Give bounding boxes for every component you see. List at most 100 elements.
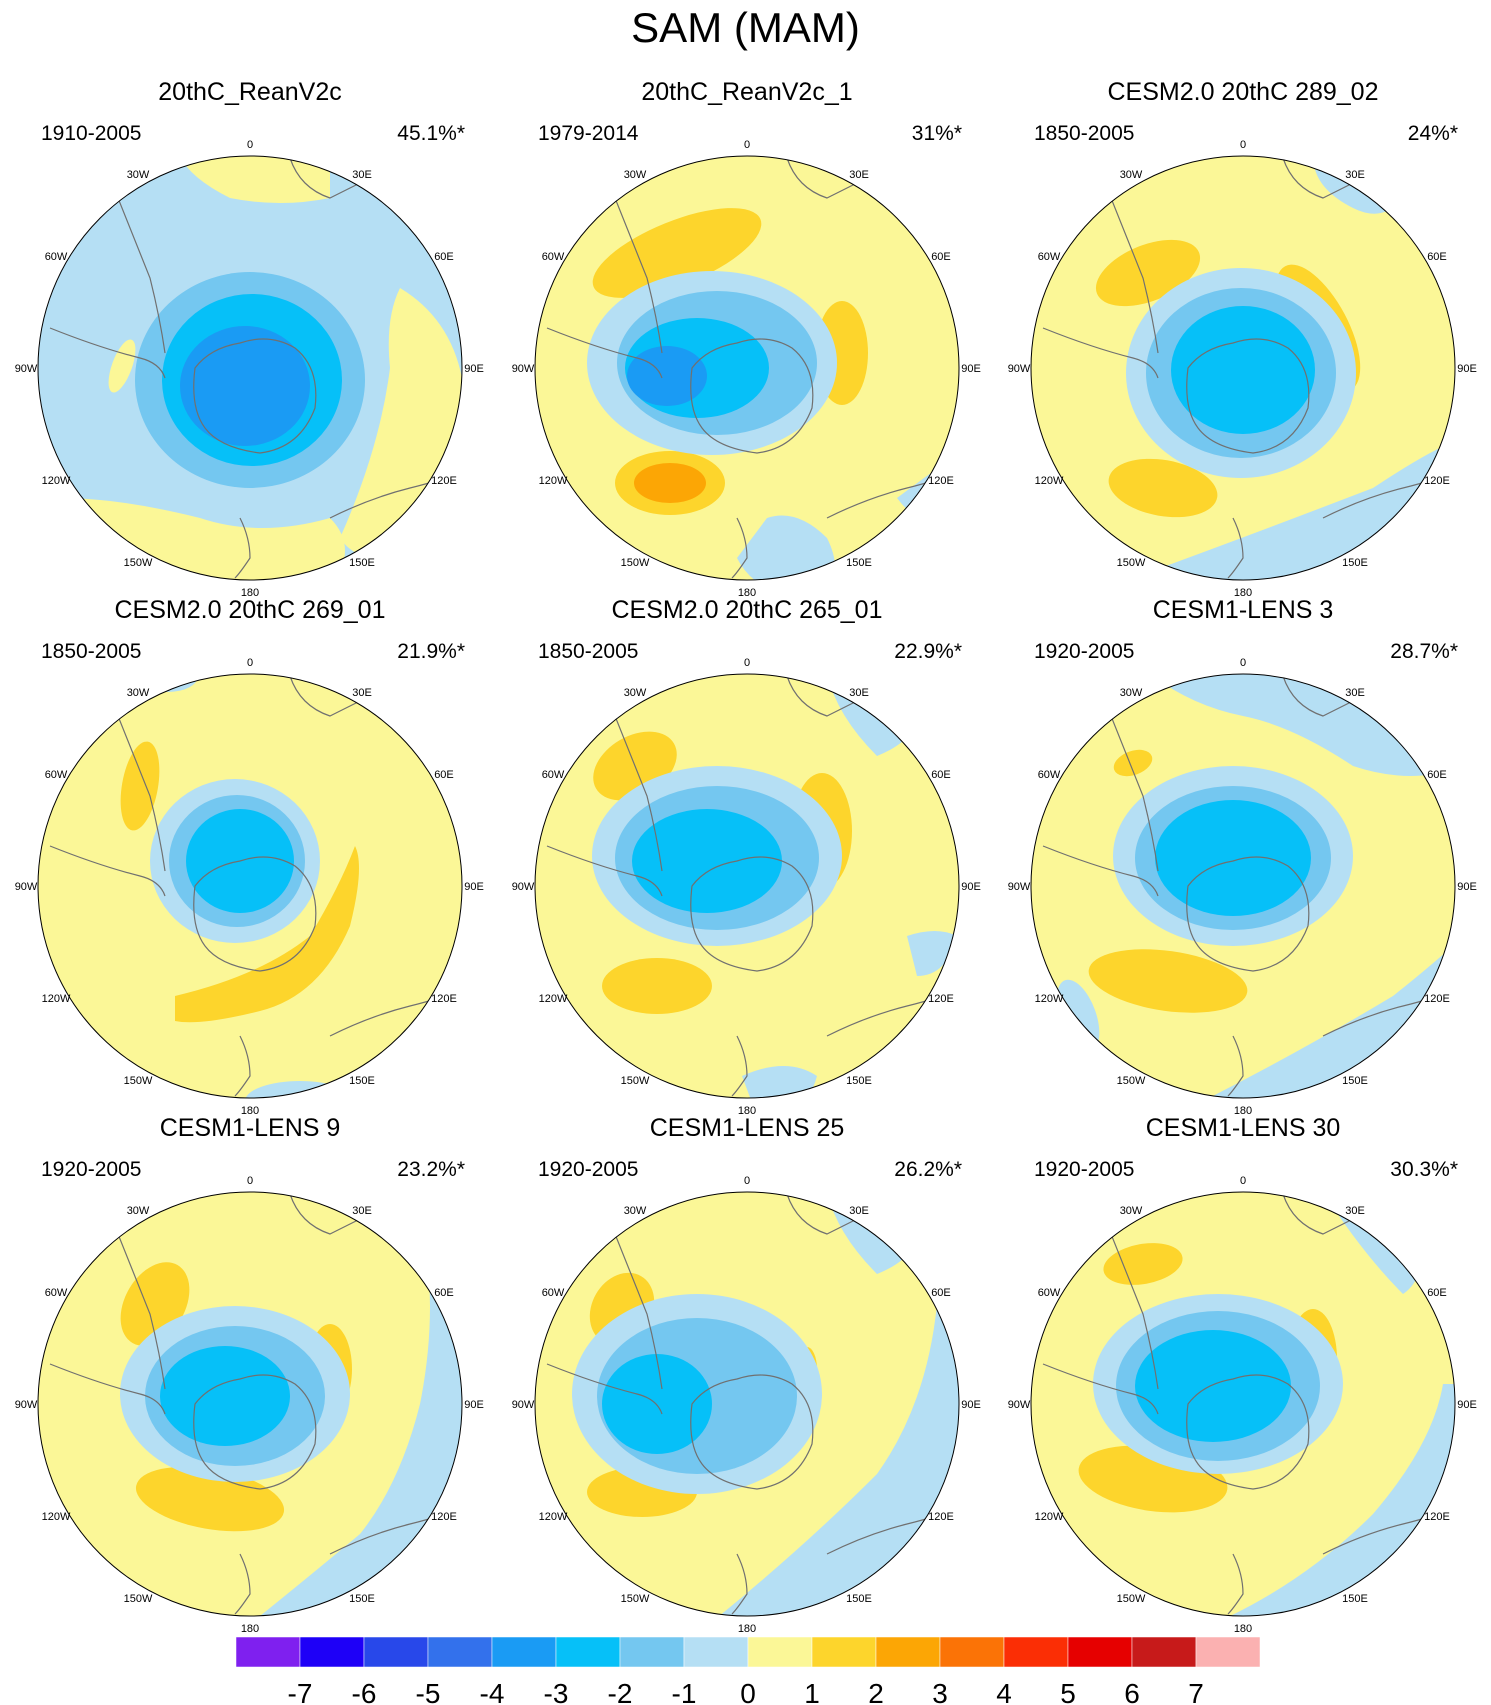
- anomaly-field: [38, 1192, 462, 1616]
- longitude-label: 0: [1240, 139, 1246, 151]
- neg-anomaly: [1171, 306, 1315, 434]
- longitude-label: 120E: [928, 475, 954, 487]
- longitude-label: 120W: [539, 475, 568, 487]
- longitude-label: 30E: [849, 169, 869, 181]
- colorbar-swatch: [235, 1636, 301, 1668]
- coastlines: [1042, 675, 1455, 1097]
- longitude-label: 90W: [15, 1399, 38, 1411]
- pos-anomaly: [1103, 1243, 1183, 1285]
- colorbar-label: -7: [288, 1678, 313, 1705]
- longitude-label: 60E: [434, 769, 454, 781]
- longitude-label: 120E: [928, 1511, 954, 1523]
- longitude-label: 90E: [961, 1399, 981, 1411]
- longitude-label: 120E: [431, 993, 457, 1005]
- longitude-label: 180: [1234, 1105, 1252, 1117]
- panel-variance: 31%*: [911, 122, 962, 145]
- colorbar-swatch: [811, 1636, 877, 1668]
- longitude-label: 150W: [124, 1593, 153, 1605]
- polar-map: 0 30E 60E 90E 120E 150E 180 150W 120W 90W 60W 30W: [1008, 1175, 1477, 1635]
- longitude-label: 150E: [846, 1075, 872, 1087]
- colorbar-label: 2: [868, 1678, 884, 1705]
- colorbar-label: -3: [544, 1678, 569, 1705]
- longitude-label: 150W: [1117, 1075, 1146, 1087]
- coastlines: [546, 675, 959, 1097]
- panel-title: CESM1-LENS 30: [1145, 1114, 1341, 1142]
- longitude-label: 180: [738, 587, 756, 599]
- pos-anomaly: [120, 741, 160, 831]
- longitude-label: 150W: [124, 557, 153, 569]
- map-border: [1030, 673, 1456, 1099]
- longitude-label: 60E: [1427, 251, 1447, 263]
- colorbar-label: 5: [1060, 1678, 1076, 1705]
- longitude-label: 60W: [45, 769, 68, 781]
- colorbar-label: 7: [1188, 1678, 1204, 1705]
- longitude-label: 150W: [621, 1593, 650, 1605]
- coastlines: [49, 675, 462, 1097]
- panel-variance: 30.3%*: [1390, 1158, 1458, 1181]
- pos-anomaly: [1088, 949, 1248, 1013]
- longitude-label: 60W: [542, 1287, 565, 1299]
- neg-anomaly: [627, 346, 707, 406]
- colorbar-swatch: [299, 1636, 365, 1668]
- map-panel: CESM1-LENS 30 1920-2005 30.3%* 0 30E 60E 90…: [993, 1114, 1491, 1635]
- map-border: [534, 155, 960, 581]
- longitude-label: 180: [1234, 1623, 1252, 1635]
- longitude-label: 120E: [1424, 1511, 1450, 1523]
- polar-map: 0 30E 60E 90E 120E 150E 180 150W 120W 90W 60W 30W: [1008, 657, 1477, 1117]
- longitude-label: 120W: [539, 1511, 568, 1523]
- longitude-label: 90W: [1008, 363, 1031, 375]
- longitude-label: 90E: [961, 363, 981, 375]
- longitude-label: 30E: [352, 1205, 372, 1217]
- longitude-label: 90W: [1008, 1399, 1031, 1411]
- neg-anomaly: [742, 1066, 817, 1098]
- colorbar-swatch: [619, 1636, 685, 1668]
- longitude-label: 60E: [931, 769, 951, 781]
- anomaly-field: [1031, 674, 1455, 1098]
- panel-variance: 22.9%*: [894, 640, 962, 663]
- colorbar-label: 1: [804, 1678, 820, 1705]
- longitude-label: 90E: [1457, 363, 1477, 375]
- colorbar-label: -6: [352, 1678, 377, 1705]
- longitude-label: 150W: [1117, 557, 1146, 569]
- longitude-label: 150E: [846, 1593, 872, 1605]
- colorbar-swatch: [363, 1636, 429, 1668]
- longitude-label: 30E: [1345, 687, 1365, 699]
- anomaly-field: [535, 1192, 959, 1616]
- longitude-label: 30E: [1345, 1205, 1365, 1217]
- polar-map: 0 30E 60E 90E 120E 150E 180 150W 120W 90W 60W 30W: [1008, 139, 1477, 599]
- longitude-label: 120E: [928, 993, 954, 1005]
- longitude-label: 150E: [349, 557, 375, 569]
- longitude-label: 150E: [1342, 1075, 1368, 1087]
- map-border: [1030, 1191, 1456, 1617]
- longitude-label: 90W: [512, 1399, 535, 1411]
- colorbar-swatch: [491, 1636, 557, 1668]
- longitude-label: 0: [1240, 1175, 1246, 1187]
- colorbar-label: 0: [740, 1678, 756, 1705]
- longitude-label: 90E: [1457, 1399, 1477, 1411]
- longitude-label: 150E: [349, 1075, 375, 1087]
- neg-anomaly: [602, 1354, 712, 1454]
- map-panel: CESM2.0 20thC 289_02 1850-2005 24%* 0 30E…: [993, 78, 1491, 599]
- map-border: [37, 155, 463, 581]
- panel-title: 20thC_ReanV2c_1: [641, 78, 853, 106]
- longitude-label: 120E: [1424, 475, 1450, 487]
- longitude-label: 90E: [464, 881, 484, 893]
- longitude-label: 120E: [431, 475, 457, 487]
- longitude-label: 120E: [431, 1511, 457, 1523]
- longitude-label: 150W: [124, 1075, 153, 1087]
- polar-map: 0 30E 60E 90E 120E 150E 180 150W 120W 90W 60W 30W: [512, 657, 981, 1117]
- longitude-label: 90W: [1008, 881, 1031, 893]
- longitude-label: 30E: [352, 169, 372, 181]
- neg-anomaly: [1153, 674, 1455, 776]
- longitude-label: 0: [247, 139, 253, 151]
- pos-anomaly: [602, 958, 712, 1014]
- longitude-label: 120E: [1424, 993, 1450, 1005]
- panel-period: 1850-2005: [538, 640, 639, 663]
- longitude-label: 180: [1234, 587, 1252, 599]
- neg-anomaly: [907, 931, 957, 976]
- longitude-label: 60E: [931, 251, 951, 263]
- pos-anomaly: [108, 339, 136, 393]
- map-border: [534, 673, 960, 1099]
- map-panel: CESM2.0 20thC 269_01 1850-2005 21.9%* 0 3…: [0, 596, 500, 1117]
- colorbar-label: -5: [416, 1678, 441, 1705]
